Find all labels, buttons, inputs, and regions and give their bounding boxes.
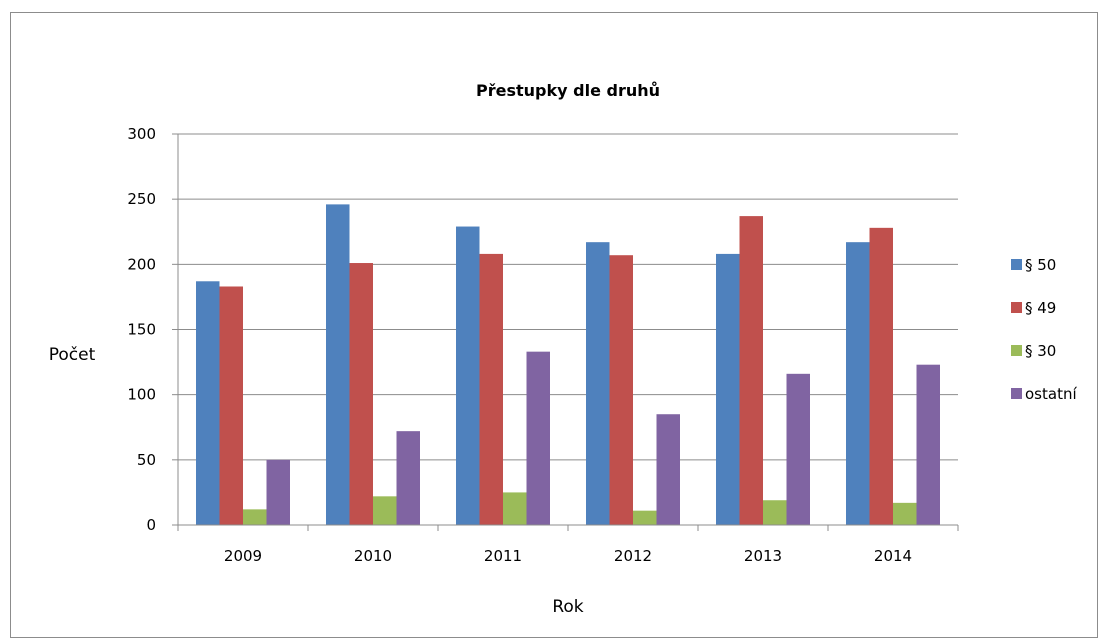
bar bbox=[396, 431, 420, 525]
bar bbox=[846, 242, 870, 525]
x-tick-label: 2010 bbox=[354, 547, 392, 565]
bar bbox=[219, 286, 243, 525]
bar bbox=[739, 216, 763, 526]
bar bbox=[349, 263, 373, 525]
bar bbox=[456, 226, 480, 525]
x-tick-label: 2011 bbox=[484, 547, 522, 565]
grid-lines bbox=[172, 133, 958, 526]
bar bbox=[916, 364, 940, 525]
axes-group bbox=[177, 134, 959, 531]
legend-label: ostatní bbox=[1025, 385, 1077, 403]
chart-title: Přestupky dle druhů bbox=[476, 81, 660, 100]
legend-swatch bbox=[1011, 388, 1022, 399]
bar bbox=[326, 204, 350, 525]
legend: § 50 § 49 § 30 ostatní bbox=[1011, 256, 1077, 403]
bar bbox=[893, 502, 917, 525]
x-tick-label: 2009 bbox=[224, 547, 262, 565]
legend-label: § 50 bbox=[1025, 256, 1056, 274]
bar bbox=[243, 509, 267, 525]
legend-label: § 30 bbox=[1025, 342, 1056, 360]
bars-group bbox=[196, 204, 940, 526]
bar bbox=[586, 242, 610, 525]
bar bbox=[786, 373, 810, 525]
y-tick-label: 150 bbox=[127, 321, 156, 339]
y-tick-label: 50 bbox=[137, 451, 156, 469]
legend-label: § 49 bbox=[1025, 299, 1056, 317]
legend-swatch bbox=[1011, 259, 1022, 270]
bar bbox=[609, 255, 633, 525]
x-axis-label: Rok bbox=[552, 597, 583, 617]
y-tick-label: 300 bbox=[127, 125, 156, 143]
bar bbox=[373, 496, 397, 525]
y-tick-label: 100 bbox=[127, 386, 156, 404]
bar bbox=[656, 414, 680, 525]
x-tick-label: 2013 bbox=[744, 547, 782, 565]
legend-swatch bbox=[1011, 302, 1022, 313]
chart-frame bbox=[10, 12, 1098, 638]
y-tick-label: 0 bbox=[146, 516, 156, 534]
bar bbox=[479, 253, 503, 525]
bar bbox=[763, 500, 787, 525]
y-tick-label: 200 bbox=[127, 255, 156, 273]
bar bbox=[503, 492, 527, 525]
bar bbox=[869, 227, 893, 525]
x-tick-label: 2012 bbox=[614, 547, 652, 565]
y-tick-labels: 0 50 100 150 200 250 300 bbox=[127, 125, 156, 534]
y-tick-label: 250 bbox=[127, 190, 156, 208]
x-tick-label: 2014 bbox=[874, 547, 912, 565]
bar bbox=[196, 281, 220, 525]
legend-swatch bbox=[1011, 345, 1022, 356]
bar bbox=[526, 351, 550, 525]
bar bbox=[266, 459, 290, 525]
bar bbox=[716, 253, 740, 525]
x-tick-labels: 2009 2010 2011 2012 2013 2014 bbox=[224, 547, 912, 565]
y-axis-label: Počet bbox=[49, 345, 96, 365]
bar bbox=[633, 510, 657, 525]
